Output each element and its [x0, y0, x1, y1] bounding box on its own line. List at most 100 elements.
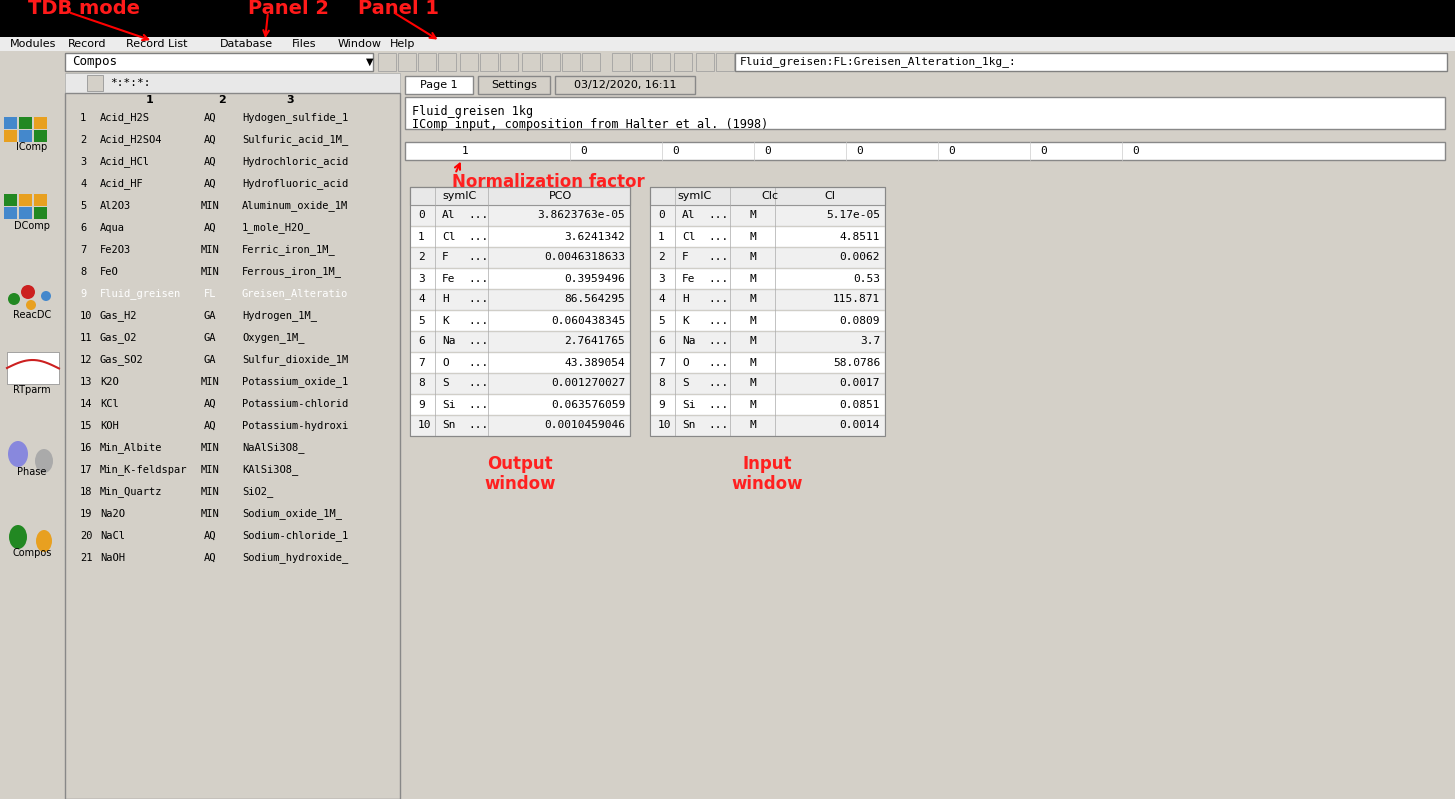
Bar: [410, 332, 630, 352]
Text: Ferric_iron_1M_: Ferric_iron_1M_: [242, 244, 336, 256]
Bar: [65, 504, 400, 525]
Text: 58.0786: 58.0786: [832, 357, 880, 368]
Text: Fe: Fe: [442, 273, 455, 284]
Text: Fe: Fe: [682, 273, 695, 284]
Text: 7: 7: [418, 357, 425, 368]
Bar: [33, 194, 47, 206]
Text: Panel 1: Panel 1: [358, 0, 439, 18]
Text: 9: 9: [80, 289, 86, 299]
Text: 4.8511: 4.8511: [840, 232, 880, 241]
Text: TDB mode: TDB mode: [28, 0, 140, 18]
Text: Acid_HCl: Acid_HCl: [100, 157, 150, 168]
Bar: [65, 438, 400, 459]
Text: GA: GA: [204, 333, 217, 343]
Bar: [410, 353, 630, 373]
Text: 20: 20: [80, 531, 93, 541]
Text: 3.7: 3.7: [860, 336, 880, 347]
Text: 16: 16: [80, 443, 93, 453]
Text: Gas_H2: Gas_H2: [100, 311, 138, 321]
Text: DComp: DComp: [15, 221, 49, 231]
Bar: [400, 73, 1455, 799]
Bar: [19, 194, 32, 206]
Text: Aqua: Aqua: [100, 223, 125, 233]
Bar: [410, 311, 630, 331]
Bar: [410, 187, 630, 205]
Bar: [418, 53, 436, 71]
Text: 0.53: 0.53: [853, 273, 880, 284]
Text: ...: ...: [709, 273, 729, 284]
Bar: [0, 37, 1455, 51]
Text: AQ: AQ: [204, 135, 217, 145]
Bar: [65, 372, 400, 393]
Bar: [65, 416, 400, 437]
Text: S: S: [682, 379, 688, 388]
Text: KOH: KOH: [100, 421, 119, 431]
Bar: [19, 117, 32, 129]
Text: Acid_H2S: Acid_H2S: [100, 113, 150, 124]
Bar: [0, 73, 65, 799]
Circle shape: [41, 291, 51, 301]
Text: Na: Na: [442, 336, 455, 347]
Text: 7: 7: [658, 357, 665, 368]
Text: Sodium_oxide_1M_: Sodium_oxide_1M_: [242, 508, 342, 519]
Text: Gas_O2: Gas_O2: [100, 332, 138, 344]
Bar: [65, 93, 400, 107]
Text: Fluid_greisen 1kg: Fluid_greisen 1kg: [412, 105, 533, 118]
Text: Output
window: Output window: [485, 455, 556, 494]
Text: ...: ...: [709, 357, 729, 368]
Text: Sn: Sn: [682, 420, 695, 431]
Text: 8: 8: [418, 379, 425, 388]
Text: 10: 10: [658, 420, 672, 431]
Text: Normalization factor: Normalization factor: [453, 173, 645, 191]
Text: Si: Si: [682, 400, 695, 410]
Text: O: O: [442, 357, 448, 368]
Bar: [562, 53, 581, 71]
Text: 9: 9: [418, 400, 425, 410]
Text: ...: ...: [709, 295, 729, 304]
Text: 0: 0: [1132, 146, 1139, 156]
Text: 3: 3: [80, 157, 86, 167]
Text: AQ: AQ: [204, 553, 217, 563]
Ellipse shape: [7, 441, 28, 467]
Text: 3: 3: [418, 273, 425, 284]
Text: 17: 17: [80, 465, 93, 475]
Text: 7: 7: [80, 245, 86, 255]
Text: Compos: Compos: [71, 55, 116, 69]
Text: GA: GA: [204, 311, 217, 321]
Text: 1: 1: [146, 95, 154, 105]
Text: ...: ...: [469, 400, 489, 410]
Text: 2.7641765: 2.7641765: [565, 336, 626, 347]
Bar: [716, 53, 733, 71]
Bar: [650, 187, 885, 436]
Text: 10: 10: [418, 420, 432, 431]
Bar: [695, 53, 714, 71]
Text: 2: 2: [218, 95, 226, 105]
Bar: [404, 97, 1445, 129]
Bar: [652, 53, 669, 71]
Bar: [65, 53, 372, 71]
Circle shape: [7, 293, 20, 305]
Text: ...: ...: [709, 420, 729, 431]
Text: ...: ...: [709, 316, 729, 325]
Text: Help: Help: [390, 39, 415, 49]
Text: CI: CI: [825, 191, 835, 201]
Text: Oxygen_1M_: Oxygen_1M_: [242, 332, 304, 344]
Bar: [404, 142, 1445, 160]
Text: AQ: AQ: [204, 223, 217, 233]
Text: MIN: MIN: [201, 245, 220, 255]
Bar: [613, 53, 630, 71]
Bar: [65, 350, 400, 371]
Text: 0: 0: [581, 146, 586, 156]
Text: ...: ...: [709, 232, 729, 241]
Bar: [735, 53, 1448, 71]
Text: ...: ...: [469, 379, 489, 388]
Text: F: F: [442, 252, 448, 263]
Bar: [650, 187, 885, 205]
Text: 6: 6: [80, 223, 86, 233]
Text: 0.3959496: 0.3959496: [565, 273, 626, 284]
Text: FL: FL: [204, 289, 217, 299]
Bar: [87, 75, 103, 91]
Bar: [65, 174, 400, 195]
Bar: [410, 395, 630, 415]
Bar: [650, 311, 885, 331]
